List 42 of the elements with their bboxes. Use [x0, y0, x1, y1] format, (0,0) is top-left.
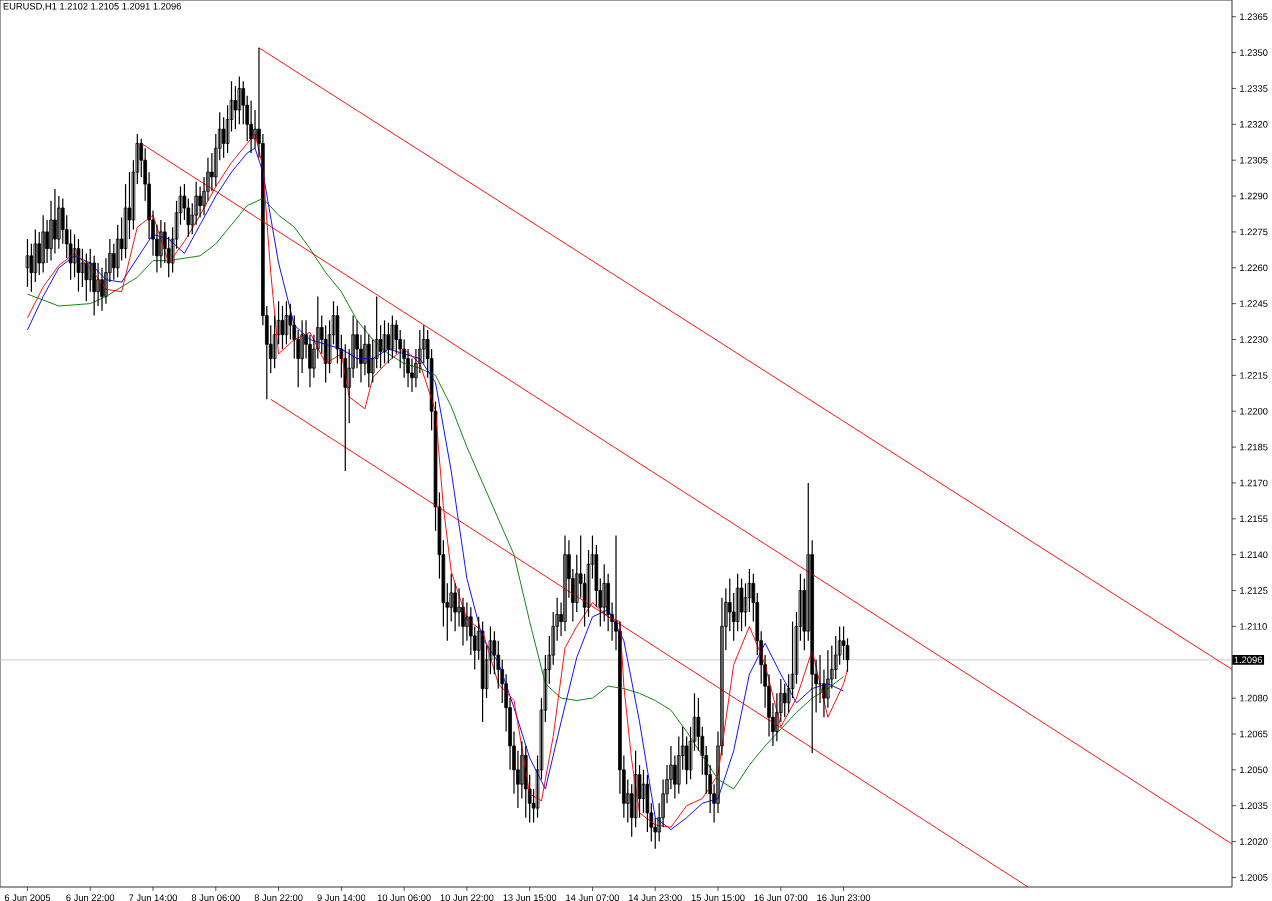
y-tick-label: 1.2170	[1240, 479, 1268, 487]
x-tick-label: 14 Jun 07:00	[566, 894, 620, 901]
y-tick-label: 1.2365	[1240, 13, 1268, 21]
y-tick-label: 1.2185	[1240, 443, 1268, 451]
y-tick-label: 1.2335	[1240, 85, 1268, 92]
x-tick-label: 10 Jun 06:00	[377, 894, 431, 901]
y-tick-label: 1.2245	[1240, 300, 1268, 307]
x-tick-label: 6 Jun 2005	[4, 894, 51, 901]
y-tick-label: 1.2140	[1240, 551, 1268, 558]
y-tick-label: 1.2350	[1240, 49, 1268, 56]
y-tick-label: 1.2125	[1240, 587, 1268, 594]
y-tick-label: 1.2065	[1240, 730, 1268, 738]
y-tick-label: 1.2005	[1240, 874, 1268, 881]
x-tick-label: 9 Jun 14:00	[317, 894, 366, 901]
candlestick	[182, 183, 187, 221]
y-tick-label: 1.2275	[1240, 228, 1268, 236]
candlestick	[739, 577, 744, 632]
x-tick-label: 14 Jun 23:00	[628, 894, 682, 901]
y-tick-label: 1.2290	[1240, 192, 1268, 200]
x-tick-label: 16 Jun 23:00	[817, 894, 871, 901]
x-tick-label: 6 Jun 22:00	[66, 894, 115, 901]
y-tick-label: 1.2215	[1240, 372, 1268, 379]
x-tick-label: 7 Jun 14:00	[129, 894, 178, 901]
x-tick-label: 8 Jun 22:00	[254, 894, 303, 901]
y-tick-label: 1.2035	[1240, 802, 1268, 810]
x-tick-label: 15 Jun 15:00	[691, 894, 745, 901]
chart-title: EURUSD,H1 1.2102 1.2105 1.2091 1.2096	[3, 2, 181, 11]
x-tick-label: 8 Jun 06:00	[191, 894, 240, 901]
y-tick-label: 1.2320	[1240, 121, 1268, 128]
y-tick-label: 1.2230	[1240, 336, 1268, 343]
y-tick-label: 1.2080	[1240, 694, 1268, 702]
x-tick-label: 10 Jun 22:00	[440, 894, 494, 901]
x-tick-label: 16 Jun 07:00	[754, 894, 808, 901]
y-tick-label: 1.2200	[1240, 407, 1268, 415]
y-tick-label: 1.2020	[1240, 838, 1268, 845]
y-tick-label: 1.2050	[1240, 766, 1268, 774]
y-tick-label: 1.2155	[1240, 515, 1268, 523]
y-tick-label: 1.2305	[1240, 156, 1268, 164]
x-tick-label: 13 Jun 15:00	[503, 894, 557, 901]
y-tick-label: 1.2110	[1240, 623, 1267, 630]
y-tick-label: 1.2260	[1240, 264, 1268, 272]
ref-line-label: 1.2096	[1234, 656, 1262, 664]
